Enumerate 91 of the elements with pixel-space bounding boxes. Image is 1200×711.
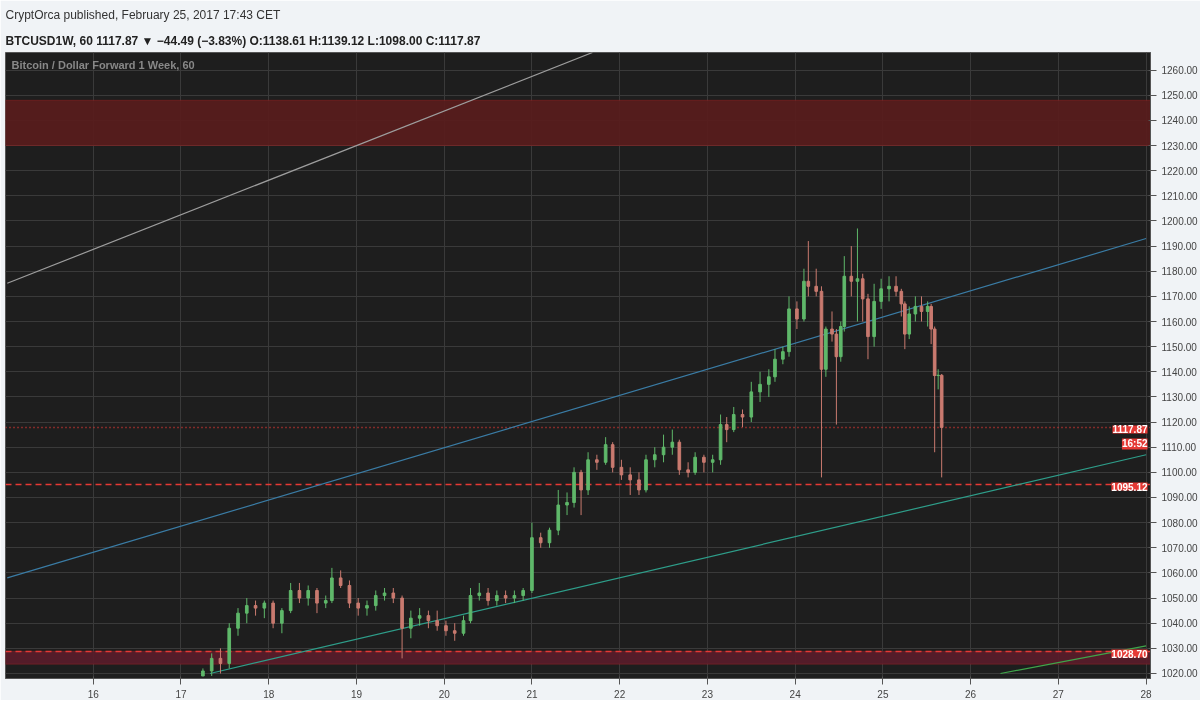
candlestick [767,368,771,398]
x-tick-label: 26 [965,688,977,700]
ref-line-label: 1095.12 [1111,481,1148,493]
y-tick-label: 1190.00 [1161,241,1198,253]
candlestick [693,451,697,476]
y-tick-label: 1100.00 [1161,467,1198,479]
candlestick [637,471,641,496]
candlestick [209,652,214,677]
candlestick [330,567,334,604]
candlestick [610,441,615,473]
x-tick-label: 24 [789,688,802,700]
y-tick-label: 1170.00 [1161,291,1198,303]
y-tick-label: 1140.00 [1161,366,1198,378]
candlestick [795,300,799,330]
x-tick-label: 17 [175,688,187,700]
y-tick-label: 1020.00 [1161,668,1199,680]
candlestick [236,607,240,637]
candlestick [218,647,223,674]
x-tick-label: 19 [350,688,363,700]
annotation: Bitcoin / Dollar Forward 1 Week, 60 [11,58,195,71]
y-tick-label: 1150.00 [1161,341,1198,353]
y-tick-label: 1040.00 [1161,618,1199,630]
y-tick-label: 1050.00 [1161,593,1199,605]
candlestick [855,227,860,322]
candlestick [907,305,912,340]
candlestick [661,434,666,463]
chart-title: CryptOrca published, February 25, 2017 17:43 CET [5,7,281,22]
candlestick [444,620,448,637]
candlestick [373,590,378,612]
candlestick [628,466,633,496]
candlestick [758,371,762,403]
x-tick-label: 21 [526,688,538,700]
y-tick-label: 1130.00 [1161,391,1198,403]
y-tick-label: 1260.00 [1161,65,1199,77]
y-tick-label: 1220.00 [1161,165,1199,177]
candlestick [435,610,439,632]
candlestick [913,295,918,322]
candlestick [686,461,690,478]
candlestick [595,454,599,471]
ref-line-label: 1117.87 [1112,424,1148,436]
y-tick-label: 1030.00 [1161,643,1199,655]
candlestick [619,459,624,481]
y-tick-label: 1250.00 [1161,90,1199,102]
candlestick [879,278,883,310]
y-tick-label: 1060.00 [1161,567,1199,579]
y-tick-label: 1200.00 [1161,215,1199,227]
y-tick-label: 1080.00 [1161,517,1199,529]
candlestick [288,582,293,614]
y-tick-label: 1120.00 [1161,417,1198,429]
y-tick-label: 1160.00 [1161,316,1198,328]
candlestick [773,348,777,383]
candlestick [297,582,302,604]
chart-subtitle: BTCUSD1W, 60 1117.87 ▼ −44.49 (−3.83%) O:1138.61 H:1139.12 L:1098.00 C:1117.87 [5,33,481,48]
y-tick-label: 1090.00 [1161,492,1199,504]
x-tick-label: 18 [263,688,275,700]
candlestick [280,607,284,634]
x-tick-label: 28 [1140,688,1153,700]
candlestick [849,245,854,297]
x-tick-label: 20 [438,688,451,700]
candlestick [579,469,583,516]
candlestick [724,416,729,443]
ref-line-label: 1028.70 [1111,648,1148,660]
candlestick [306,584,311,607]
candlestick [244,597,249,624]
x-tick-label: 23 [701,688,714,700]
candlestick [365,600,369,617]
candlestick [409,610,413,639]
candlestick [670,429,675,456]
candlestick [315,587,319,614]
x-tick-label: 25 [877,688,889,700]
y-tick-label: 1230.00 [1161,140,1199,152]
annotation: 16:52 [1121,438,1148,450]
x-tick-label: 27 [1052,688,1065,700]
candlestick [702,454,706,473]
y-tick-label: 1240.00 [1161,115,1199,127]
candlestick [814,268,819,297]
candlestick [731,406,736,433]
candlestick [652,446,657,468]
y-tick-label: 1070.00 [1161,542,1199,554]
x-tick-label: 16 [87,688,100,700]
candlestick [603,436,608,466]
y-tick-label: 1210.00 [1161,190,1199,202]
y-tick-label: 1180.00 [1161,266,1198,278]
candlestick [806,240,811,297]
candlestick [271,600,275,629]
x-tick-label: 22 [614,688,626,700]
candlestick [887,275,891,302]
candlestick [565,491,569,516]
candlestick [486,587,490,607]
candlestick [347,579,352,609]
y-tick-label: 1110.00 [1161,442,1197,454]
